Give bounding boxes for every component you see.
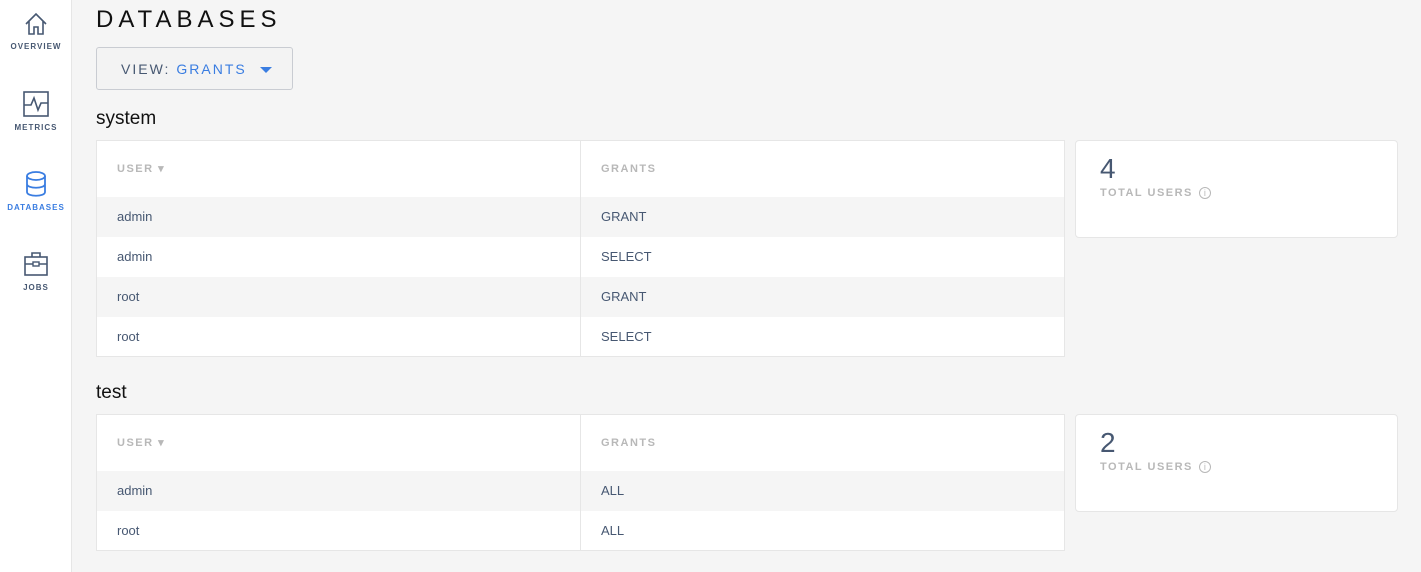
grants-column-header: GRANTS bbox=[580, 140, 1065, 197]
home-icon bbox=[25, 12, 47, 35]
grant-cell: ALL bbox=[580, 470, 1065, 511]
total-users-count: 2 bbox=[1100, 427, 1116, 458]
user-cell: root bbox=[96, 276, 581, 317]
grants-column-header: GRANTS bbox=[580, 414, 1065, 471]
metrics-icon bbox=[23, 91, 49, 117]
grants-table: USER ▾ GRANTS admin GRANT admin SELECT root… bbox=[96, 140, 1065, 357]
user-cell: root bbox=[117, 522, 140, 538]
user-cell: root bbox=[117, 328, 140, 344]
sidebar-item-overview[interactable]: OVERVIEW bbox=[0, 12, 72, 51]
total-users-label: TOTAL USERS bbox=[1100, 461, 1193, 473]
table-row: root ALL bbox=[97, 510, 1065, 551]
sidebar-item-databases[interactable]: DATABASES bbox=[0, 171, 72, 212]
grant-cell: GRANT bbox=[580, 276, 1065, 317]
info-icon[interactable]: i bbox=[1198, 461, 1211, 473]
database-name: system bbox=[96, 108, 157, 129]
database-icon bbox=[26, 171, 46, 197]
sidebar-item-jobs[interactable]: JOBS bbox=[0, 251, 72, 292]
sidebar-item-label: JOBS bbox=[23, 283, 49, 292]
total-users-count: 4 bbox=[1100, 153, 1116, 184]
view-dropdown[interactable]: VIEW: GRANTS bbox=[96, 47, 293, 90]
table-row: root SELECT bbox=[97, 316, 1065, 357]
table-row: admin GRANT bbox=[96, 196, 1065, 237]
sidebar-item-label: METRICS bbox=[14, 123, 58, 132]
grants-table: USER ▾ GRANTS admin ALL root ALL bbox=[96, 414, 1065, 551]
user-cell: admin bbox=[117, 249, 153, 264]
briefcase-icon bbox=[24, 252, 48, 276]
user-cell: admin bbox=[96, 470, 581, 511]
user-column-header[interactable]: USER ▾ bbox=[117, 437, 166, 450]
grant-cell: SELECT bbox=[580, 236, 1065, 277]
view-value: GRANTS bbox=[176, 61, 247, 77]
table-row: admin SELECT bbox=[97, 236, 1065, 277]
sidebar-item-label: OVERVIEW bbox=[10, 42, 62, 51]
caret-down-icon bbox=[260, 67, 272, 73]
sidebar: OVERVIEW METRICS DATABASES JOBS bbox=[0, 0, 72, 572]
user-cell: admin bbox=[96, 196, 581, 237]
info-icon[interactable]: i bbox=[1198, 187, 1211, 199]
total-users-label: TOTAL USERS bbox=[1100, 187, 1193, 199]
grant-cell: ALL bbox=[580, 510, 1065, 551]
total-users-card: 2 TOTAL USERS i bbox=[1075, 414, 1398, 512]
sidebar-item-label: DATABASES bbox=[7, 203, 65, 212]
grant-cell: SELECT bbox=[580, 316, 1065, 357]
total-users-card: 4 TOTAL USERS i bbox=[1075, 140, 1398, 238]
user-column-header[interactable]: USER ▾ bbox=[117, 163, 166, 176]
view-label: VIEW: bbox=[121, 61, 171, 77]
page-title: DATABASES bbox=[96, 6, 282, 33]
database-name: test bbox=[96, 382, 127, 403]
table-row: admin ALL bbox=[96, 470, 1065, 511]
grant-cell: GRANT bbox=[580, 196, 1065, 237]
table-row: root GRANT bbox=[96, 276, 1065, 317]
sidebar-item-metrics[interactable]: METRICS bbox=[0, 91, 72, 132]
